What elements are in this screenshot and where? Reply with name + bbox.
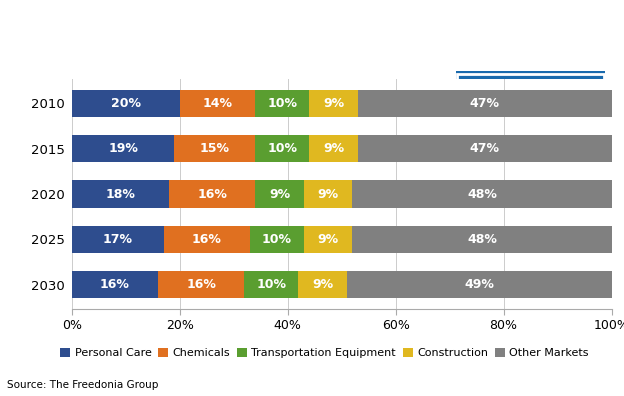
Text: 16%: 16% bbox=[197, 188, 227, 200]
Text: 9%: 9% bbox=[318, 188, 339, 200]
Bar bbox=[158, 271, 245, 299]
Text: 48%: 48% bbox=[467, 188, 497, 200]
Text: 9%: 9% bbox=[312, 278, 333, 291]
Text: 16%: 16% bbox=[192, 233, 222, 246]
Text: Freedonia: Freedonia bbox=[494, 89, 567, 101]
Text: 48%: 48% bbox=[467, 233, 497, 246]
Text: Freedonia: Freedonia bbox=[494, 89, 567, 101]
Text: 18%: 18% bbox=[105, 188, 135, 200]
Bar bbox=[72, 226, 163, 253]
Bar bbox=[298, 271, 347, 299]
Bar bbox=[72, 181, 169, 208]
Bar bbox=[72, 89, 180, 117]
Bar bbox=[358, 89, 612, 117]
Bar bbox=[304, 181, 353, 208]
Text: 16%: 16% bbox=[187, 278, 217, 291]
Text: 15%: 15% bbox=[200, 142, 230, 155]
Bar bbox=[310, 89, 358, 117]
Text: 20%: 20% bbox=[110, 97, 141, 110]
Text: 16%: 16% bbox=[100, 278, 130, 291]
Text: Source: The Freedonia Group: Source: The Freedonia Group bbox=[7, 380, 159, 390]
Bar bbox=[310, 135, 358, 162]
Bar bbox=[304, 226, 353, 253]
Text: Global Silicone Fluids Demand Share by Market, 2010 – 2030: Global Silicone Fluids Demand Share by M… bbox=[7, 20, 434, 33]
Bar bbox=[255, 181, 304, 208]
Bar bbox=[353, 181, 612, 208]
Text: 10%: 10% bbox=[262, 233, 292, 246]
Bar bbox=[72, 135, 174, 162]
Text: 10%: 10% bbox=[267, 142, 297, 155]
Bar bbox=[255, 89, 310, 117]
FancyBboxPatch shape bbox=[457, 74, 604, 116]
Text: 49%: 49% bbox=[464, 278, 494, 291]
Bar bbox=[163, 226, 250, 253]
Text: 19%: 19% bbox=[108, 142, 138, 155]
Bar bbox=[353, 226, 612, 253]
Bar bbox=[255, 135, 310, 162]
Text: 10%: 10% bbox=[267, 97, 297, 110]
Text: 47%: 47% bbox=[470, 142, 500, 155]
Text: 9%: 9% bbox=[323, 142, 344, 155]
Text: 47%: 47% bbox=[470, 97, 500, 110]
Bar bbox=[180, 89, 255, 117]
Text: 10%: 10% bbox=[256, 278, 286, 291]
Text: 9%: 9% bbox=[269, 188, 290, 200]
Bar bbox=[245, 271, 298, 299]
Bar bbox=[169, 181, 255, 208]
Legend: Personal Care, Chemicals, Transportation Equipment, Construction, Other Markets: Personal Care, Chemicals, Transportation… bbox=[56, 344, 593, 363]
Text: 14%: 14% bbox=[203, 97, 233, 110]
Text: 9%: 9% bbox=[323, 97, 344, 110]
Bar bbox=[250, 226, 304, 253]
Bar bbox=[174, 135, 255, 162]
Text: (million dollars): (million dollars) bbox=[7, 48, 118, 61]
Bar bbox=[347, 271, 612, 299]
Bar bbox=[72, 271, 158, 299]
Text: 9%: 9% bbox=[318, 233, 339, 246]
Text: 17%: 17% bbox=[102, 233, 133, 246]
Bar bbox=[358, 135, 612, 162]
